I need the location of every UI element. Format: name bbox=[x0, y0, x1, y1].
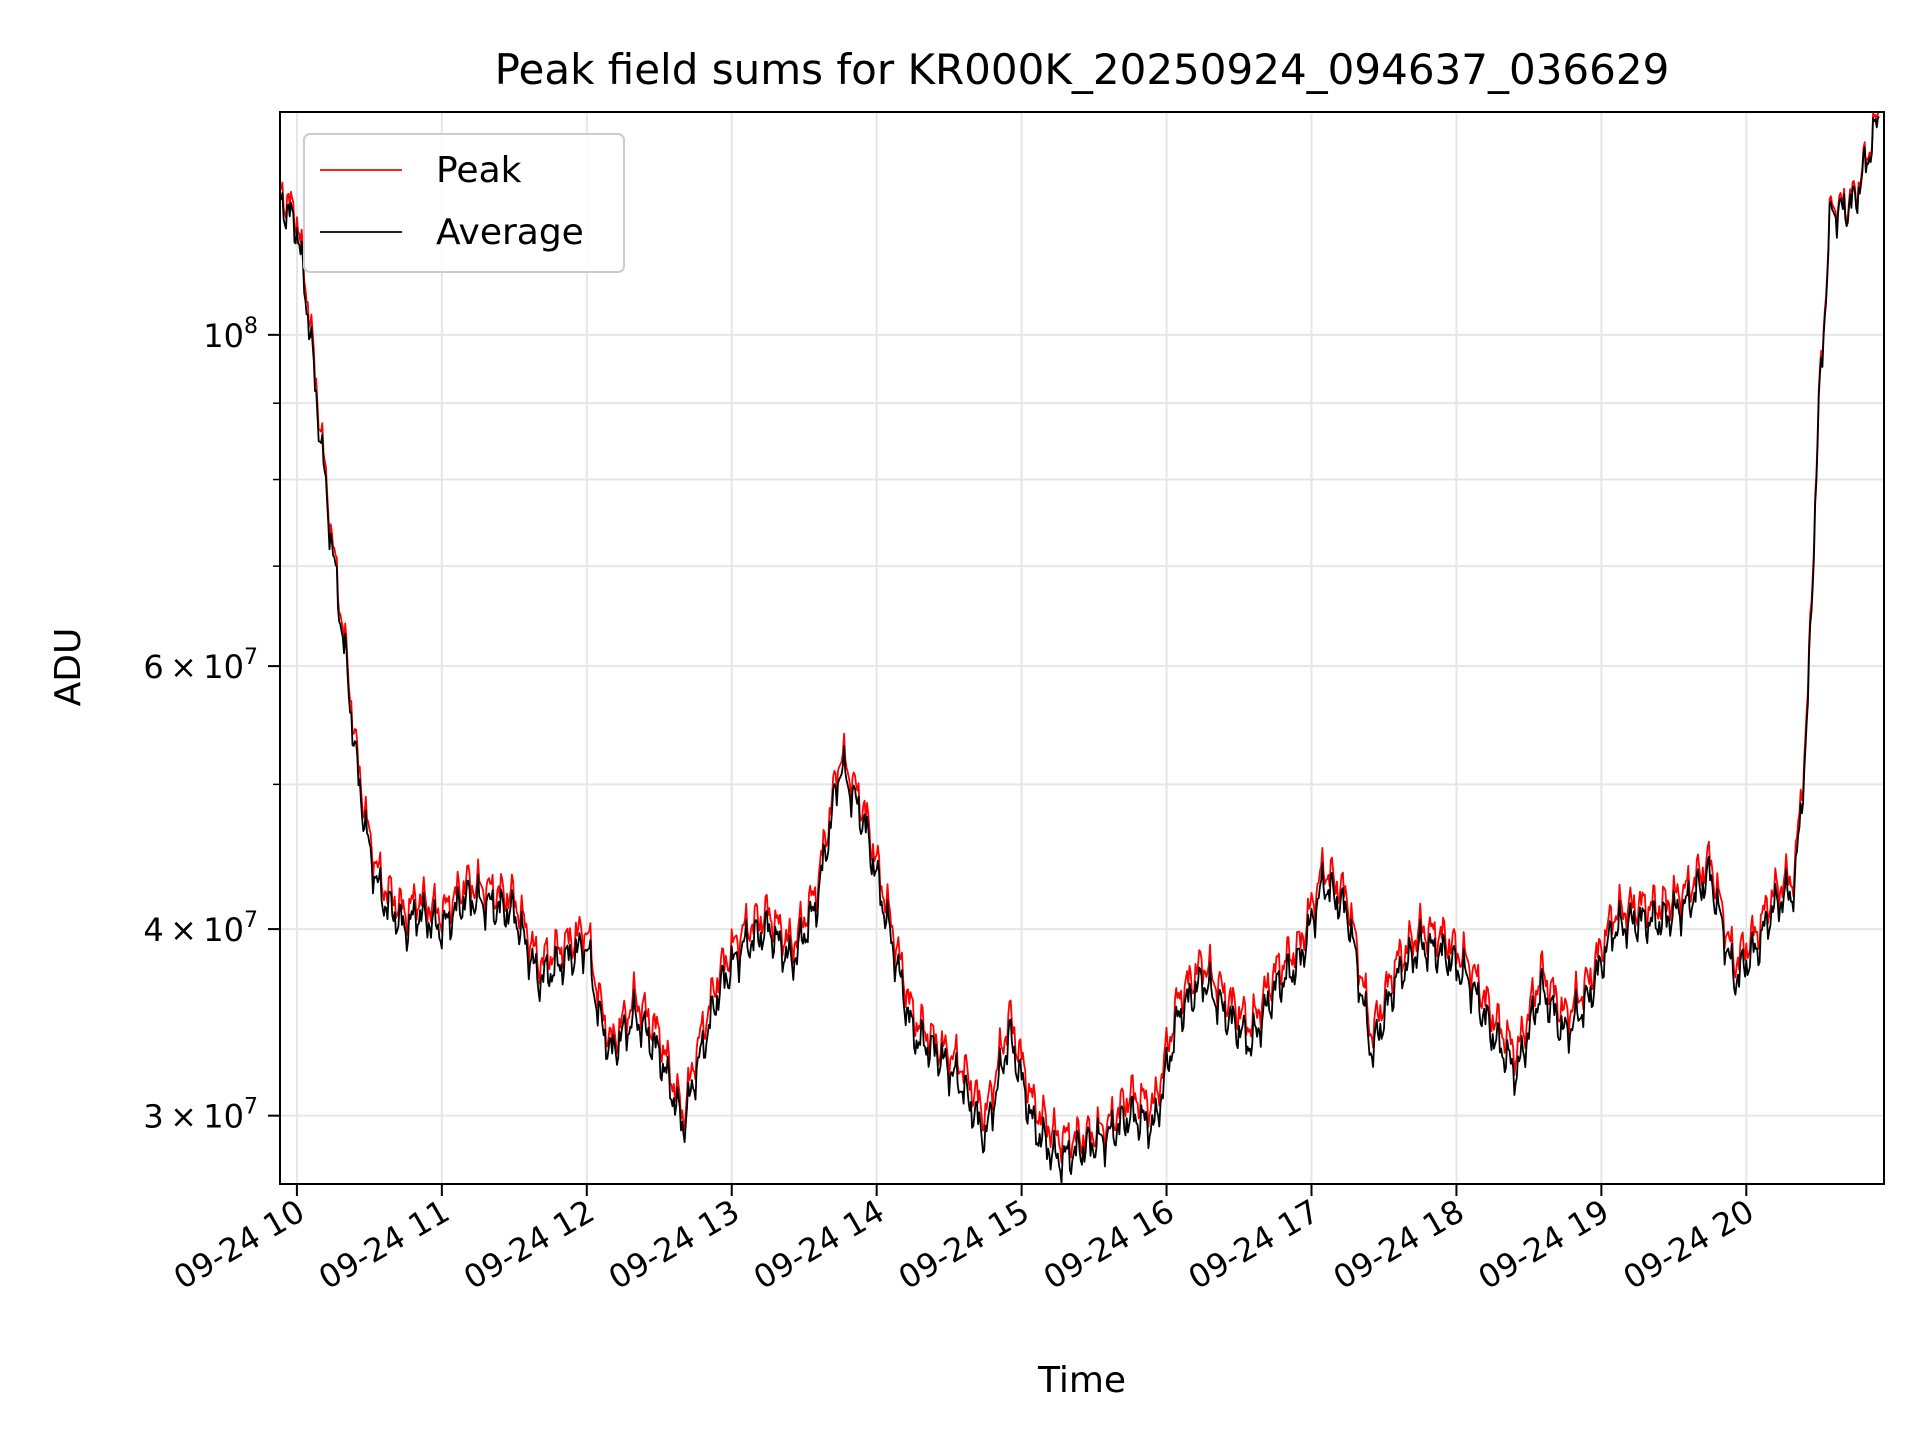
x-tick-label: 09-24 12 bbox=[457, 1192, 601, 1297]
x-tick-label: 09-24 17 bbox=[1182, 1192, 1326, 1297]
x-tick-label: 09-24 18 bbox=[1327, 1192, 1471, 1297]
x-tick-label: 09-24 14 bbox=[747, 1192, 891, 1297]
y-tick-label: 108 bbox=[203, 314, 258, 355]
x-tick-label: 09-24 15 bbox=[892, 1192, 1036, 1297]
x-tick-label: 09-24 20 bbox=[1617, 1192, 1761, 1297]
y-tick-label: 6 × 107 bbox=[143, 645, 258, 686]
x-tick-label: 09-24 10 bbox=[167, 1192, 311, 1297]
series-lines bbox=[279, 111, 1880, 1185]
x-tick-label: 09-24 11 bbox=[312, 1192, 456, 1297]
y-axis-ticks: 3 × 107 4 × 107 6 × 107 108 bbox=[143, 314, 280, 1136]
x-tick-label: 09-24 19 bbox=[1472, 1192, 1616, 1297]
y-tick-label: 3 × 107 bbox=[143, 1095, 258, 1136]
series-line-average bbox=[279, 115, 1880, 1185]
chart-title: Peak field sums for KR000K_20250924_0946… bbox=[495, 45, 1670, 94]
x-tick-label: 09-24 13 bbox=[602, 1192, 746, 1297]
y-tick-label: 4 × 107 bbox=[143, 908, 258, 949]
legend-label-average: Average bbox=[436, 212, 584, 253]
grid-lines bbox=[280, 112, 1884, 1184]
plot-frame bbox=[279, 111, 1885, 1185]
y-axis-label: ADU bbox=[48, 628, 89, 707]
x-tick-label: 09-24 16 bbox=[1037, 1192, 1181, 1297]
legend-label-peak: Peak bbox=[436, 150, 522, 191]
legend: Peak Average bbox=[303, 133, 625, 273]
x-axis-ticks: 09-24 10 09-24 11 09-24 12 09-24 13 09-24 14… bbox=[167, 1184, 1760, 1297]
legend-box bbox=[303, 133, 625, 273]
x-axis-label: Time bbox=[1037, 1360, 1126, 1401]
